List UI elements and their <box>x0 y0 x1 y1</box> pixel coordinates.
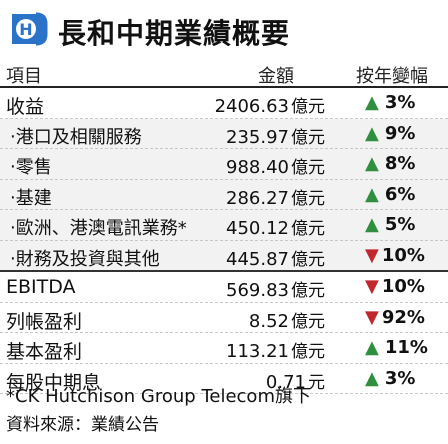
triangle-down-icon: ▼ <box>365 306 379 328</box>
change-value: 92% <box>381 306 425 328</box>
row-amount: 113.21 億元 <box>210 337 325 362</box>
change-value: 3% <box>384 92 416 113</box>
row-amount: 235.97 億元 <box>210 123 325 148</box>
change-value: 11% <box>384 337 428 358</box>
row-change: ▲ 9% <box>365 123 435 144</box>
row-label: ‧港口及相關服務 <box>10 126 142 148</box>
row-change: ▲ 3% <box>365 368 435 389</box>
column-header-change: 按年變幅 <box>356 66 428 87</box>
change-value: 8% <box>384 153 416 174</box>
table-row: 列帳盈利 8.52 億元 ▼ 92% <box>0 303 448 333</box>
change-value: 3% <box>384 367 416 389</box>
amount-value: 988.40 <box>226 157 289 178</box>
triangle-up-icon: ▲ <box>365 367 379 389</box>
amount-unit: 億元 <box>291 97 325 117</box>
change-value: 6% <box>384 183 416 205</box>
row-amount: 450.12 億元 <box>210 214 325 239</box>
row-label: EBITDA <box>6 276 76 298</box>
triangle-up-icon: ▲ <box>365 122 379 144</box>
amount-value: 0.71 <box>265 371 306 393</box>
row-label: 收益 <box>6 96 45 118</box>
table-row: 基本盈利 113.21 億元 ▲ 11% <box>0 333 448 364</box>
amount-unit: 億元 <box>291 158 325 178</box>
table-row: ‧歐洲、港澳電訊業務* 450.12 億元 ▲ 5% <box>0 210 448 241</box>
amount-unit: 億元 <box>291 188 325 209</box>
row-change: ▲ 5% <box>365 214 435 235</box>
triangle-up-icon: ▲ <box>365 337 379 358</box>
row-change: ▼ 10% <box>365 245 435 266</box>
amount-value: 286.27 <box>226 187 289 209</box>
row-amount: 286.27 億元 <box>210 184 325 209</box>
column-header-item: 項目 <box>6 66 42 87</box>
triangle-down-icon: ▼ <box>365 276 379 297</box>
amount-unit: 億元 <box>291 219 325 239</box>
page-title: 長和中期業績概要 <box>58 17 291 50</box>
amount-value: 569.83 <box>226 280 289 301</box>
table-row: ‧零售 988.40 億元 ▲ 8% <box>0 149 448 180</box>
table-row: EBITDA 569.83 億元 ▼ 10% <box>0 272 448 303</box>
triangle-up-icon: ▲ <box>365 153 379 174</box>
row-label: ‧零售 <box>10 157 52 178</box>
row-label: 列帳盈利 <box>6 310 83 333</box>
header: H 長和中期業績概要 <box>0 0 448 56</box>
row-amount: 8.52 億元 <box>210 307 325 332</box>
row-amount: 2406.63 億元 <box>210 92 325 117</box>
row-label: 基本盈利 <box>6 341 83 363</box>
triangle-up-icon: ▲ <box>365 92 379 113</box>
change-value: 5% <box>384 214 416 235</box>
header-divider <box>0 86 448 88</box>
row-label: ‧基建 <box>10 187 52 209</box>
table-header: 項目 金額 按年變幅 <box>0 58 448 88</box>
row-change: ▲ 6% <box>365 184 435 205</box>
row-change: ▲ 11% <box>365 337 435 358</box>
row-label: ‧財務及投資與其他 <box>10 248 160 270</box>
amount-value: 113.21 <box>226 341 289 362</box>
ck-hutchison-logo-icon: H <box>12 12 48 46</box>
table-row: ‧港口及相關服務 235.97 億元 ▲ 9% <box>0 118 448 149</box>
row-amount: 0.71 元 <box>210 368 325 393</box>
table-row: ‧基建 286.27 億元 ▲ 6% <box>0 179 448 210</box>
amount-unit: 億元 <box>291 127 325 148</box>
triangle-up-icon: ▲ <box>365 214 379 235</box>
change-value: 10% <box>381 244 425 266</box>
amount-unit: 元 <box>308 372 325 393</box>
source-note: 資料來源：業績公告 <box>6 415 159 435</box>
amount-value: 8.52 <box>248 310 289 332</box>
row-change: ▼ 10% <box>365 276 435 297</box>
results-table: 收益 2406.63 億元 ▲ 3% ‧港口及相關服務 235.97 億元 ▲ 9% ‧零售 988.… <box>0 88 448 394</box>
amount-value: 235.97 <box>226 126 289 148</box>
row-label: 每股中期息 <box>6 371 102 394</box>
amount-unit: 億元 <box>291 311 325 332</box>
amount-value: 450.12 <box>226 218 289 239</box>
change-value: 10% <box>381 276 425 297</box>
change-value: 9% <box>384 122 416 144</box>
triangle-down-icon: ▼ <box>365 244 379 266</box>
row-label: ‧歐洲、港澳電訊業務* <box>10 218 187 239</box>
row-change: ▼ 92% <box>365 307 435 328</box>
svg-text:H: H <box>19 20 32 39</box>
table-row: 收益 2406.63 億元 ▲ 3% <box>0 88 448 119</box>
footnote: *CK Hutchison Group Telecom旗下 <box>6 386 311 407</box>
amount-unit: 億元 <box>291 342 325 362</box>
row-change: ▲ 8% <box>365 153 435 174</box>
amount-value: 445.87 <box>226 248 289 270</box>
amount-unit: 億元 <box>291 249 325 270</box>
amount-value: 2406.63 <box>214 96 289 117</box>
row-amount: 445.87 億元 <box>210 245 325 270</box>
row-amount: 569.83 億元 <box>210 276 325 301</box>
row-change: ▲ 3% <box>365 92 435 113</box>
amount-unit: 億元 <box>291 281 325 301</box>
table-row: 每股中期息 0.71 元 ▲ 3% <box>0 364 448 394</box>
table-row: ‧財務及投資與其他 445.87 億元 ▼ 10% <box>0 240 448 272</box>
row-amount: 988.40 億元 <box>210 153 325 178</box>
triangle-up-icon: ▲ <box>365 183 379 205</box>
column-header-amount: 金額 <box>258 66 294 87</box>
